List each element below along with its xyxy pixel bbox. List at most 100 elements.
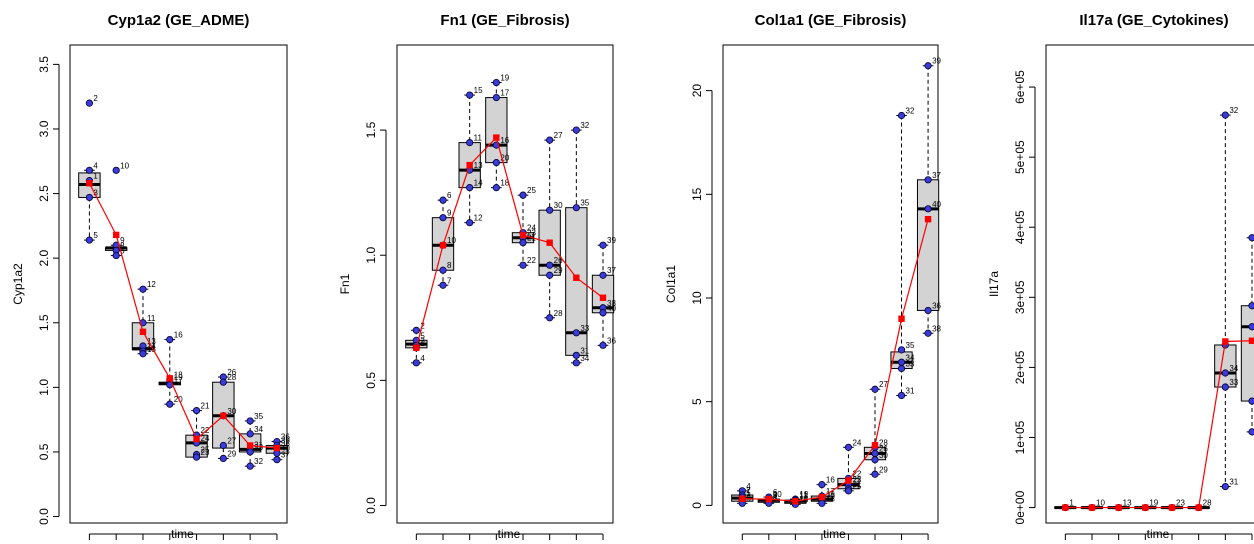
data-point (599, 271, 607, 279)
data-point (599, 341, 607, 349)
data-point-label: 3 (746, 491, 751, 500)
box (1240, 305, 1254, 402)
y-tick-label: 3.0 (37, 120, 51, 137)
data-point (439, 281, 447, 289)
data-point-label: 24 (201, 434, 210, 443)
data-point (572, 351, 580, 359)
data-point-label: 19 (500, 74, 509, 83)
data-point-label: 11 (147, 314, 156, 323)
data-point-label: 9 (773, 491, 778, 500)
data-point (192, 407, 201, 415)
data-point-label: 27 (554, 131, 563, 140)
y-tick-label: 0.5 (37, 443, 51, 460)
data-point (897, 346, 906, 354)
mean-marker (792, 498, 799, 505)
data-point-label: 31 (1229, 478, 1238, 487)
data-point-label: 20 (500, 154, 509, 163)
mean-line (1065, 340, 1253, 509)
mean-marker (573, 274, 580, 281)
x-axis-label: time (1147, 527, 1170, 541)
y-tick-label: 0.5 (364, 372, 378, 389)
y-tick-label: 2e+05 (1013, 350, 1027, 384)
data-point-label: 33 (580, 324, 589, 333)
data-point (139, 285, 147, 293)
data-point (844, 487, 853, 495)
data-point-label: 12 (799, 490, 808, 499)
data-point-label: 1 (746, 488, 751, 497)
data-point-label: 25 (201, 446, 210, 455)
data-point-label: 34 (580, 354, 589, 363)
data-point-label: 22 (852, 469, 861, 478)
data-point (192, 453, 201, 461)
data-point-label: 19 (174, 373, 183, 382)
data-point (466, 184, 474, 192)
data-point (1221, 369, 1229, 377)
data-point (871, 470, 879, 478)
data-point (466, 91, 474, 99)
data-point-label: 6 (447, 191, 452, 200)
data-point-label: 2 (93, 94, 98, 103)
y-axis-label: Cyp1a2 (11, 263, 25, 305)
data-point (439, 266, 447, 274)
y-tick-label: 0.0 (364, 497, 378, 514)
data-point-label: 21 (201, 402, 210, 411)
data-point (246, 417, 254, 425)
data-point (85, 236, 93, 244)
mean-marker (139, 328, 147, 335)
data-point-label: 20 (174, 395, 183, 404)
chart-panel-3: Col1a1 (GE_Fibrosis)05101520Col1a10h12h3… (664, 12, 942, 541)
data-point (1248, 397, 1254, 405)
data-point (466, 139, 474, 147)
data-point-label: 33 (254, 443, 263, 452)
data-point (85, 166, 93, 174)
data-point-label: 32 (1229, 106, 1238, 115)
plot-frame (722, 44, 939, 524)
data-point-label: 16 (500, 136, 509, 145)
y-tick-label: 3e+05 (1013, 280, 1027, 314)
mean-marker (112, 231, 120, 239)
data-point-label: 30 (227, 407, 236, 416)
y-tick-label: 1.5 (364, 121, 378, 138)
data-point-label: 12 (474, 214, 483, 223)
data-point (273, 456, 281, 464)
x-axis-label: time (823, 527, 846, 541)
chart-title: Il17a (GE_Cytokines) (1079, 12, 1228, 29)
data-point-label: 21 (852, 480, 861, 489)
data-point-label: 39 (932, 57, 941, 66)
mean-marker (466, 161, 473, 169)
data-point-label: 28 (554, 309, 563, 318)
data-point-label: 7 (773, 494, 778, 503)
data-point-label: 15 (147, 345, 156, 354)
data-point-label: 15 (474, 86, 483, 95)
chart-panel-2: Fn1 (GE_Fibrosis)0.00.51.01.5Fn10h12h30h… (338, 12, 616, 541)
data-point-label: 26 (227, 368, 236, 377)
data-point-label: 34 (254, 425, 263, 434)
data-point (924, 306, 932, 315)
data-point-label: 1 (1069, 499, 1074, 508)
data-point (492, 93, 500, 102)
data-point-label: 8 (447, 261, 452, 270)
data-point (871, 449, 879, 458)
data-point-label: 10 (120, 161, 129, 170)
data-point-label: 38 (281, 439, 290, 448)
mean-marker (739, 495, 746, 502)
mean-marker (166, 375, 173, 382)
data-point-label: 37 (607, 266, 616, 275)
data-point (466, 219, 474, 227)
data-point-label: 28 (879, 438, 888, 447)
data-point-label: 7 (447, 276, 452, 285)
data-point (519, 191, 527, 199)
data-point-label: 5 (420, 331, 425, 340)
chart-title: Col1a1 (GE_Fibrosis) (755, 12, 907, 29)
data-point (1221, 482, 1229, 491)
data-point-label: 39 (281, 436, 290, 445)
data-point-label: 29 (879, 465, 888, 474)
y-tick-label: 3.5 (37, 56, 51, 73)
data-point (546, 271, 554, 279)
mean-marker (898, 315, 905, 322)
y-tick-label: 5e+05 (1013, 140, 1027, 174)
data-point (546, 206, 554, 214)
data-point (439, 214, 447, 222)
data-point-label: 31 (906, 386, 915, 395)
mean-marker (1248, 337, 1254, 344)
